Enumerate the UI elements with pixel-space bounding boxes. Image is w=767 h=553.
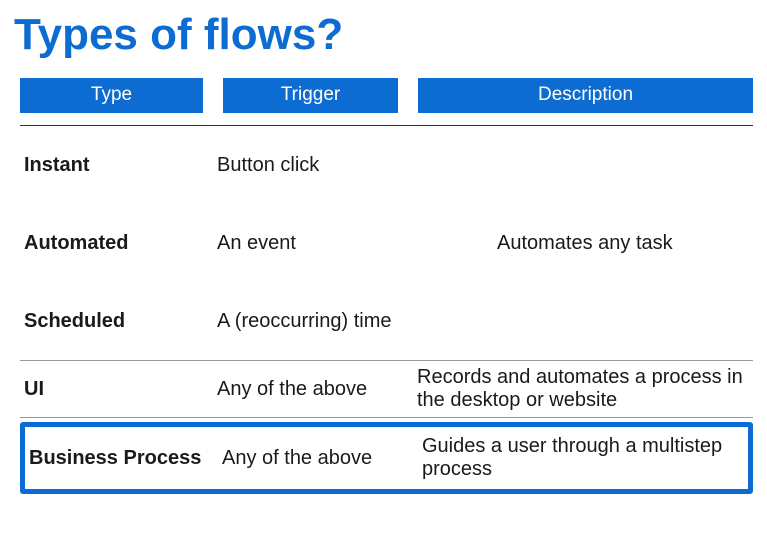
cell-type: Scheduled <box>24 310 217 333</box>
cell-description: Automates any task <box>417 232 749 255</box>
table-row: Instant Button click <box>20 126 753 204</box>
table-header-row: Type Trigger Description <box>20 78 753 113</box>
cell-type: UI <box>24 378 217 401</box>
col-header-trigger: Trigger <box>223 78 398 113</box>
flows-table: Type Trigger Description Instant Button … <box>20 78 753 494</box>
col-header-type: Type <box>20 78 203 113</box>
table-row: UI Any of the above Records and automate… <box>20 361 753 417</box>
cell-description: Guides a user through a multistep proces… <box>422 435 744 481</box>
page-title: Types of flows? <box>14 10 767 60</box>
cell-trigger: A (reoccurring) time <box>217 310 417 333</box>
divider <box>20 417 753 418</box>
table-row: Scheduled A (reoccurring) time <box>20 282 753 360</box>
table-row: Automated An event Automates any task <box>20 204 753 282</box>
cell-type: Automated <box>24 232 217 255</box>
cell-trigger: An event <box>217 232 417 255</box>
cell-trigger: Button click <box>217 154 417 177</box>
cell-trigger: Any of the above <box>217 378 417 401</box>
col-header-description: Description <box>418 78 753 113</box>
cell-type: Instant <box>24 154 217 177</box>
table-row-highlighted: Business Process Any of the above Guides… <box>20 422 753 494</box>
cell-description: Records and automates a process in the d… <box>417 366 749 412</box>
cell-trigger: Any of the above <box>222 447 422 470</box>
cell-type: Business Process <box>29 447 222 470</box>
